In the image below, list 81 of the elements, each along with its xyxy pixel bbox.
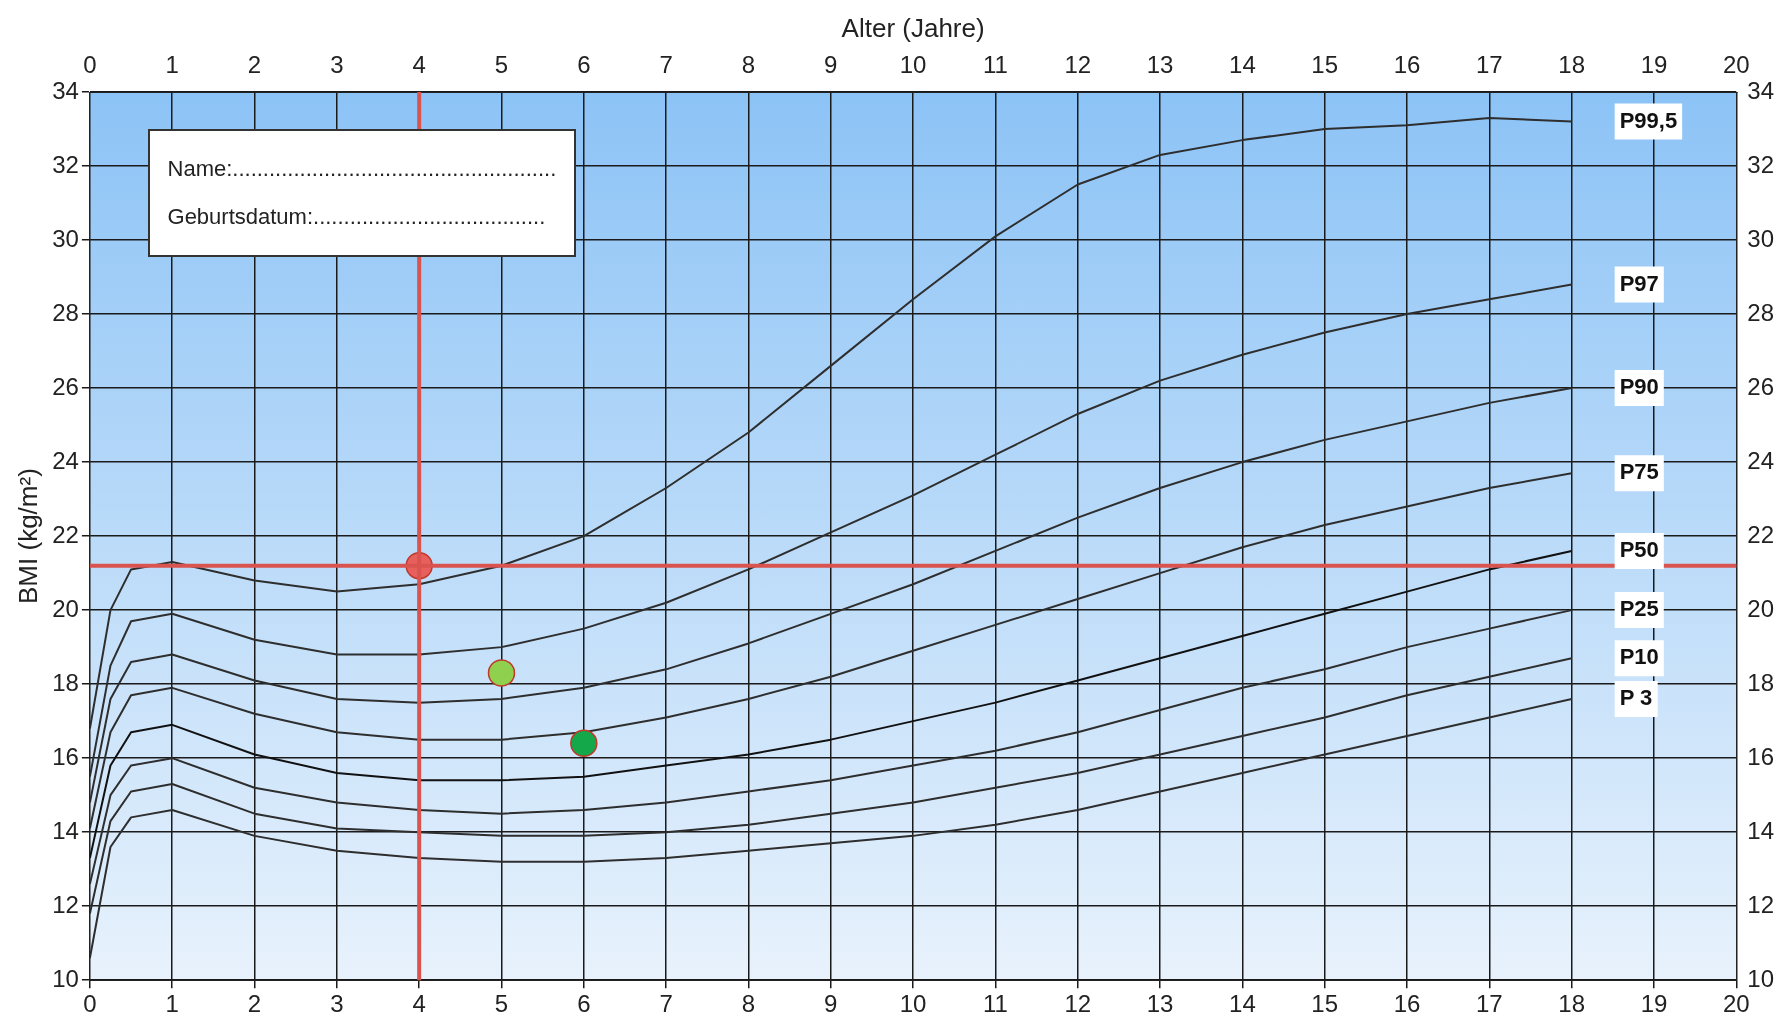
y2-tick-label: 18: [1747, 668, 1775, 696]
x2-tick-label: 19: [1640, 51, 1668, 79]
text: P 3: [1619, 685, 1653, 710]
x-tick-label: 19: [1640, 990, 1668, 1018]
x2-tick-label: 14: [1229, 51, 1256, 79]
x-tick-label: 12: [1064, 990, 1092, 1018]
y2-tick-label: 32: [1747, 150, 1775, 178]
text: P75: [1619, 459, 1659, 485]
y2-tick-label: 30: [1747, 224, 1775, 252]
annotation: Name:.....................................................: [167, 155, 557, 183]
x2-tick-label: 16: [1393, 51, 1421, 79]
text: P90: [1619, 374, 1659, 400]
y-tick-label: 30: [52, 224, 79, 252]
x2-tick-label: 15: [1311, 51, 1339, 79]
x2-tick-label: 8: [741, 51, 756, 79]
x2-tick-label: 13: [1146, 51, 1174, 79]
text: P25: [1619, 596, 1659, 622]
y-tick-label: 18: [52, 668, 79, 696]
y-tick-label: 34: [52, 76, 79, 104]
y-tick-label: 20: [52, 594, 79, 622]
y2-tick-label: 34: [1747, 76, 1775, 104]
y2-tick-label: 14: [1747, 816, 1775, 844]
text: P99,5: [1619, 107, 1678, 133]
x2-tick-label: 20: [1722, 51, 1750, 79]
x-tick-label: 7: [659, 990, 673, 1018]
x2-tick-label: 3: [330, 51, 344, 79]
x2-tick-label: 12: [1064, 51, 1092, 79]
text: P50: [1619, 536, 1659, 562]
y2-tick-label: 24: [1747, 446, 1775, 474]
x2-tick-label: 5: [494, 51, 509, 79]
y-tick-label: 12: [52, 890, 79, 918]
y2-tick-label: 28: [1747, 298, 1775, 326]
text: P97: [1619, 270, 1659, 296]
form-field: Name:..................................................... Geburtsdatum:......................................: [147, 129, 577, 257]
text: P10: [1619, 644, 1659, 670]
y-axis-title: BMI (kg/m²): [12, 468, 43, 604]
x2-tick-label: 2: [247, 51, 262, 79]
x-tick-label: 8: [741, 990, 756, 1018]
y-tick-label: 28: [52, 298, 79, 326]
y2-tick-label: 20: [1747, 594, 1775, 622]
x-tick-label: 15: [1311, 990, 1339, 1018]
y2-tick-label: 22: [1747, 520, 1775, 548]
x-tick-label: 14: [1229, 990, 1256, 1018]
x-tick-label: 6: [577, 990, 591, 1018]
x2-tick-label: 4: [412, 51, 426, 79]
x-tick-label: 9: [824, 990, 838, 1018]
x2-axis-title: Alter (Jahre): [841, 12, 985, 43]
x-tick-label: 13: [1146, 990, 1174, 1018]
x2-tick-label: 7: [659, 51, 673, 79]
x-tick-label: 3: [330, 990, 344, 1018]
x-tick-label: 2: [247, 990, 262, 1018]
x-tick-label: 0: [83, 990, 97, 1018]
y-tick-label: 26: [52, 372, 79, 400]
x2-tick-label: 0: [83, 51, 97, 79]
y-tick-label: 16: [52, 742, 79, 770]
x2-tick-label: 6: [577, 51, 591, 79]
x-tick-label: 11: [982, 990, 1008, 1018]
x-tick-label: 5: [494, 990, 509, 1018]
y2-tick-label: 26: [1747, 372, 1775, 400]
x2-tick-label: 17: [1475, 51, 1503, 79]
x2-tick-label: 11: [982, 51, 1008, 79]
y2-tick-label: 16: [1747, 742, 1775, 770]
x-tick-label: 1: [165, 990, 179, 1018]
y-tick-label: 24: [52, 446, 79, 474]
y-tick-label: 14: [52, 816, 79, 844]
x-tick-label: 10: [899, 990, 927, 1018]
x-tick-label: 16: [1393, 990, 1421, 1018]
y2-tick-label: 10: [1747, 964, 1775, 992]
x-tick-label: 17: [1475, 990, 1503, 1018]
annotation: Geburtsdatum:......................................: [167, 203, 547, 231]
y-tick-label: 22: [52, 520, 79, 548]
x2-tick-label: 9: [824, 51, 838, 79]
x2-tick-label: 18: [1558, 51, 1586, 79]
x-tick-label: 4: [412, 990, 426, 1018]
x-tick-label: 20: [1722, 990, 1750, 1018]
y2-tick-label: 12: [1747, 890, 1775, 918]
y-tick-label: 32: [52, 150, 79, 178]
x2-tick-label: 10: [899, 51, 927, 79]
x-tick-label: 18: [1558, 990, 1586, 1018]
y-tick-label: 10: [52, 964, 79, 992]
x2-tick-label: 1: [165, 51, 179, 79]
